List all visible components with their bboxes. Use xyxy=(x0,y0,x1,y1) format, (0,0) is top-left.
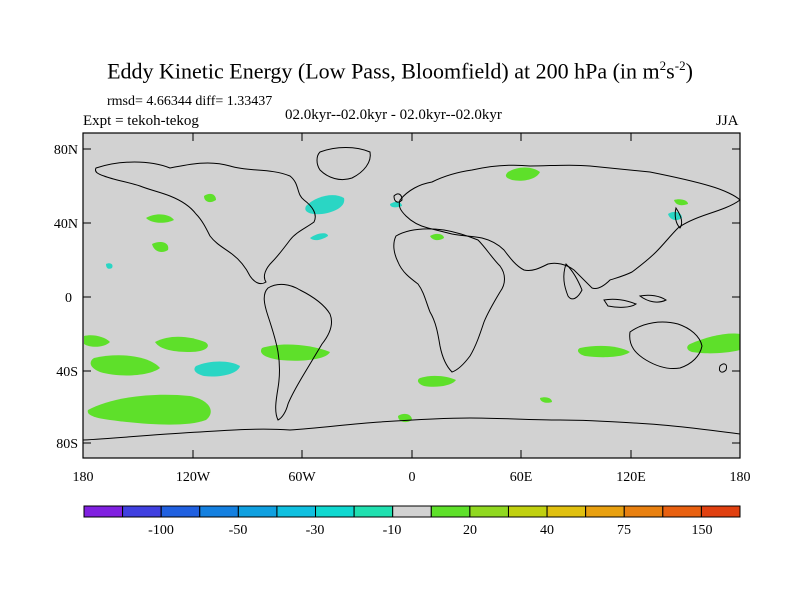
colorbar-label: 40 xyxy=(540,523,554,538)
lon-label-180e: 180 xyxy=(730,470,751,485)
colorbar-labels: -100 -50 -30 -10 20 40 75 150 xyxy=(148,523,712,538)
patch-siberia xyxy=(505,167,540,181)
lon-label-120w: 120W xyxy=(176,470,211,485)
colorbar-swatch xyxy=(237,505,278,518)
season-label: JJA xyxy=(716,113,739,129)
patch-south-pacific-cyan xyxy=(194,361,240,377)
colorbar-label: 75 xyxy=(617,523,631,538)
lon-label-0: 0 xyxy=(409,470,416,485)
plot-title: Eddy Kinetic Energy (Low Pass, Bloomfiel… xyxy=(107,58,693,84)
patch-south-pacific-mid xyxy=(155,336,208,352)
lon-label-60w: 60W xyxy=(288,470,316,485)
lon-label-180w: 180 xyxy=(73,470,94,485)
coast-indonesia xyxy=(603,294,667,308)
colorbar-swatch xyxy=(623,505,664,518)
colorbar-swatch xyxy=(430,505,471,518)
colorbar-swatch xyxy=(469,505,509,518)
lat-label-0: 0 xyxy=(65,291,72,306)
stats-text: rmsd= 4.66344 diff= 1.33437 xyxy=(107,94,273,109)
colorbar-label: 150 xyxy=(692,523,713,538)
coast-british-isles xyxy=(393,193,403,203)
colorbar-swatch xyxy=(315,505,355,518)
patch-southeast-pacific xyxy=(90,355,160,376)
colorbar-label: -100 xyxy=(148,523,174,538)
colorbar-swatch xyxy=(83,505,124,518)
colorbar-swatch xyxy=(353,505,394,518)
experiment-label: Expt = tekoh-tekog xyxy=(83,113,199,129)
coast-south-america xyxy=(263,283,333,421)
patch-south-pacific-west xyxy=(84,335,110,347)
coast-africa xyxy=(393,228,505,373)
patch-south-pacific-far xyxy=(87,394,211,425)
patch-central-pacific xyxy=(152,242,169,252)
colorbar-swatch xyxy=(700,505,741,518)
coast-antarctica xyxy=(82,417,741,441)
patch-canada xyxy=(204,193,216,203)
colorbar-swatch xyxy=(585,505,625,518)
colorbar xyxy=(83,505,741,518)
colorbar-swatch xyxy=(392,505,432,518)
patch-north-atlantic-cyan xyxy=(305,195,345,215)
lon-label-120e: 120E xyxy=(616,470,646,485)
coast-new-zealand xyxy=(719,363,727,373)
lat-label-80n: 80N xyxy=(54,143,78,158)
colorbar-swatch xyxy=(507,505,548,518)
patch-japan-green xyxy=(674,199,688,206)
anomaly-patches xyxy=(84,167,740,425)
colorbar-swatch xyxy=(662,505,702,518)
coast-japan xyxy=(674,206,683,229)
lat-label-40n: 40N xyxy=(54,217,78,232)
colorbar-swatch xyxy=(276,505,317,518)
coastlines xyxy=(82,147,741,441)
patch-atlantic-cyan-south xyxy=(310,233,328,241)
coast-india xyxy=(563,263,583,300)
colorbar-swatch xyxy=(199,505,239,518)
patch-north-pacific-east xyxy=(146,214,174,223)
coast-eurasia xyxy=(398,164,741,289)
coast-greenland xyxy=(316,147,371,181)
axis-ticks xyxy=(82,133,741,458)
colorbar-label: -50 xyxy=(229,523,248,538)
patch-australia-east xyxy=(687,333,740,354)
patch-south-atlantic-east xyxy=(417,375,456,387)
lat-label-80s: 80S xyxy=(56,437,78,452)
colorbar-label: -10 xyxy=(383,523,402,538)
coast-north-america xyxy=(95,161,316,285)
patch-south-indian-small xyxy=(540,397,552,403)
period-label: 02.0kyr--02.0kyr - 02.0kyr--02.0kyr xyxy=(285,107,502,123)
patch-north-pacific-cyan-small xyxy=(106,263,113,269)
colorbar-swatch xyxy=(160,505,201,518)
colorbar-swatch xyxy=(122,505,162,518)
colorbar-label: 20 xyxy=(463,523,477,538)
patch-mediterranean xyxy=(430,233,444,241)
patch-indian-ocean xyxy=(577,345,630,358)
coast-australia xyxy=(629,321,703,369)
colorbar-swatch xyxy=(546,505,587,518)
colorbar-label: -30 xyxy=(306,523,325,538)
lat-label-40s: 40S xyxy=(56,365,78,380)
lon-label-60e: 60E xyxy=(510,470,533,485)
